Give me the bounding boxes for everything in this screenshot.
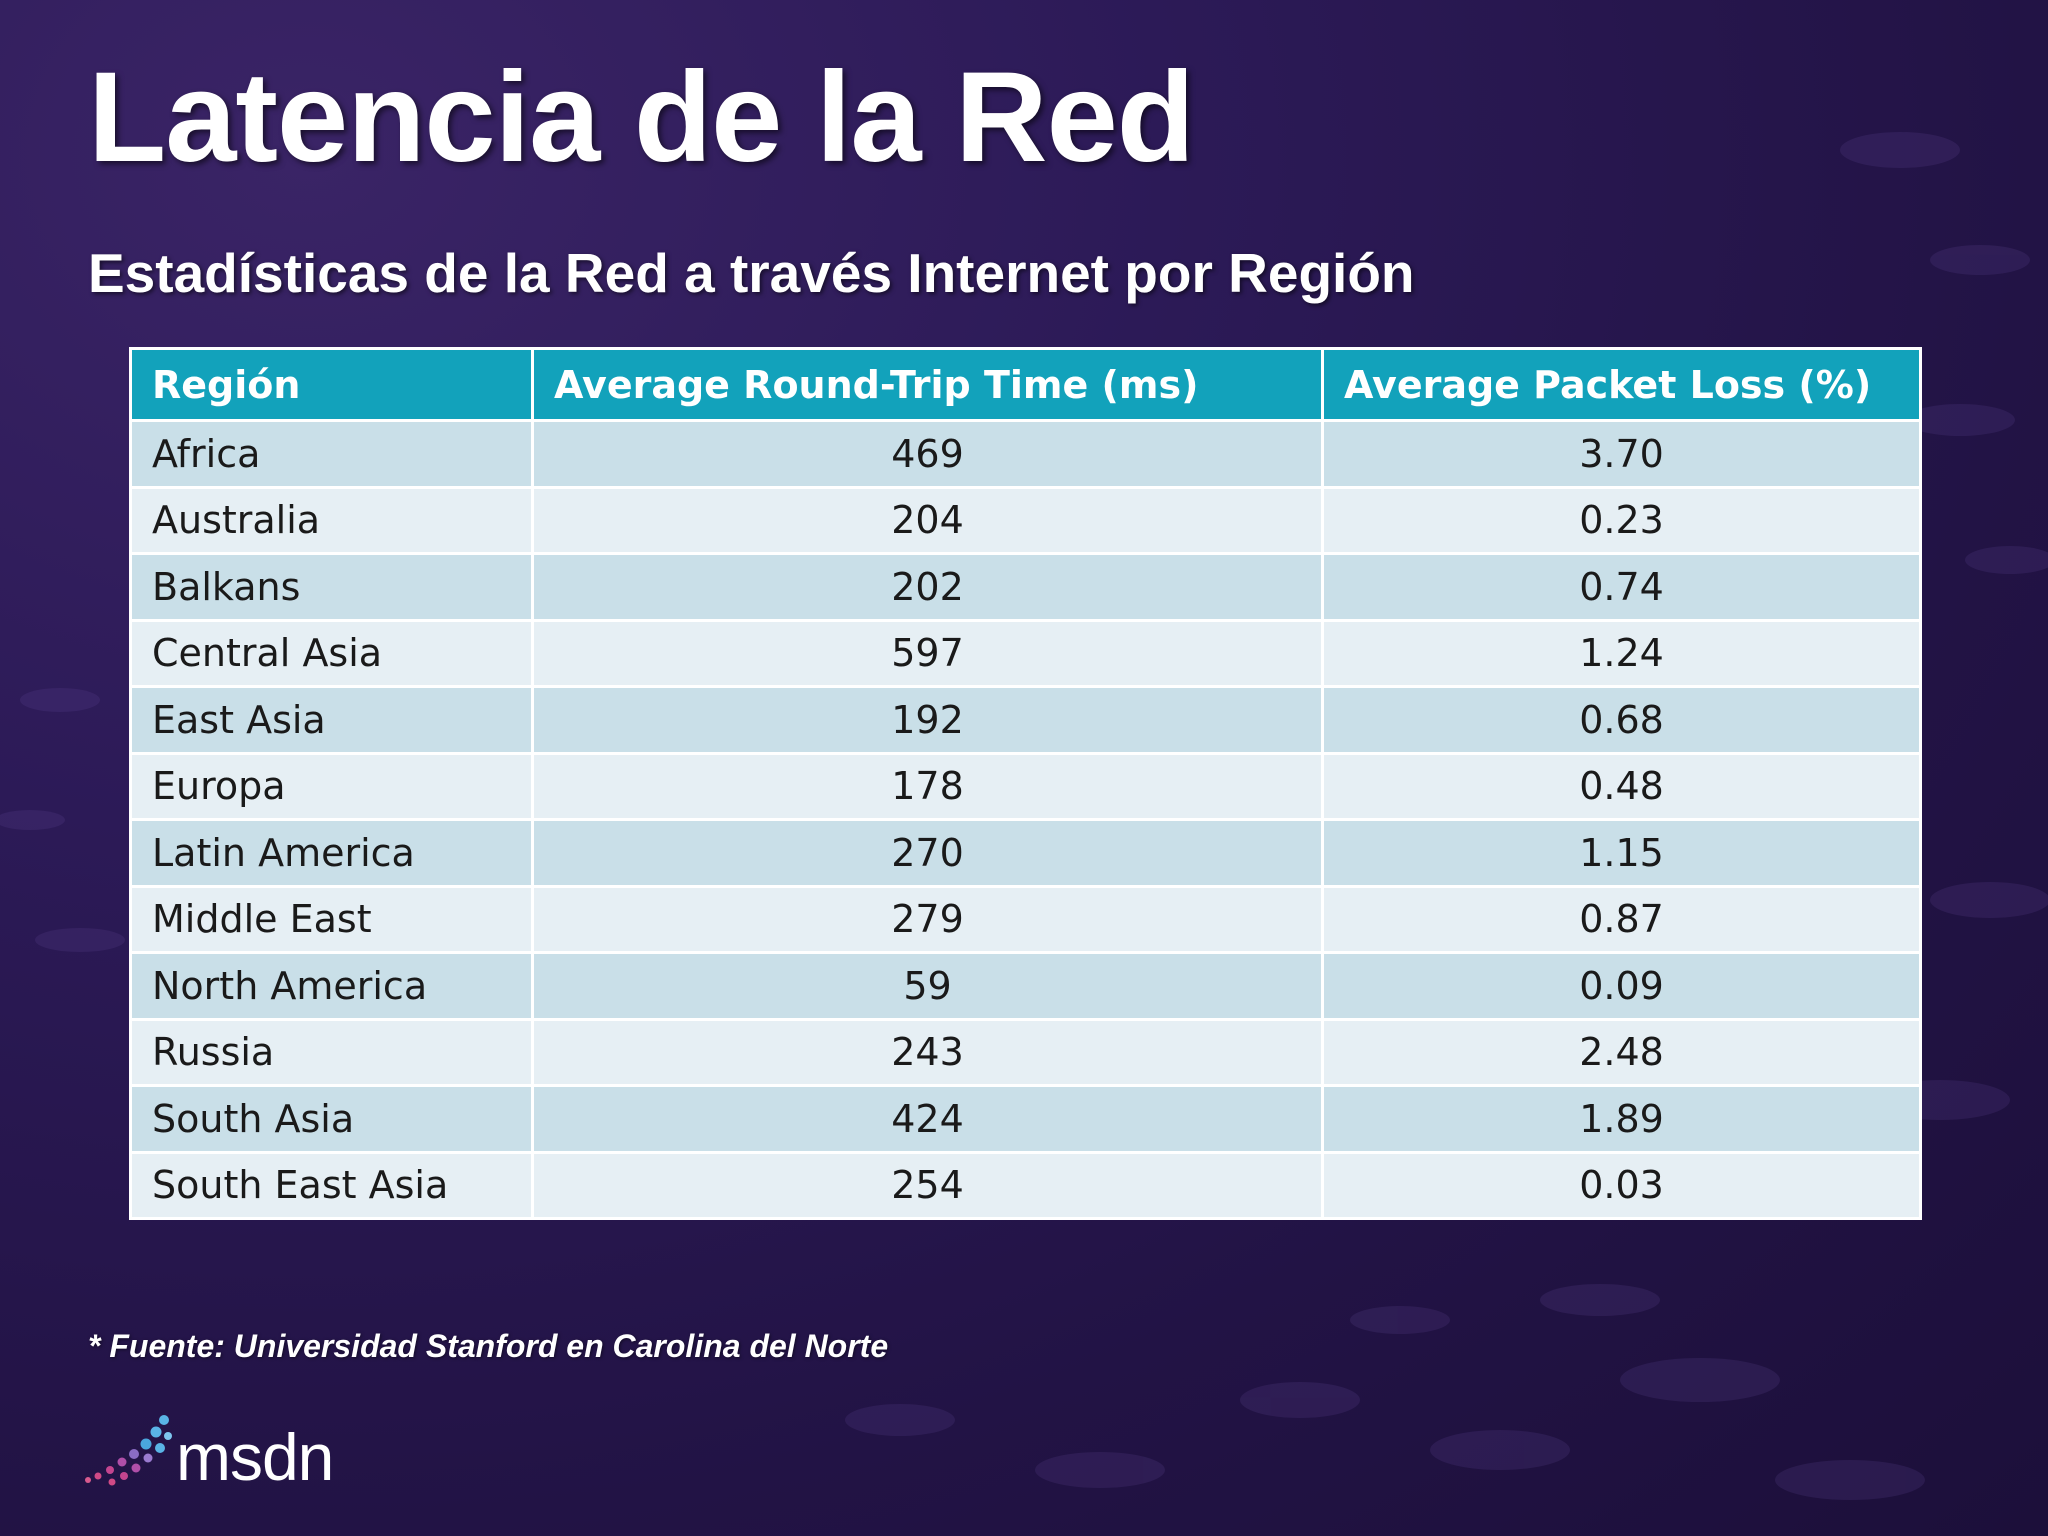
table-row: Middle East 279 0.87: [129, 884, 1922, 954]
page-subtitle: Estadísticas de la Red a través Internet…: [88, 242, 1415, 304]
table-row: Africa 469 3.70: [129, 419, 1922, 489]
packet-loss-cell: 1.15: [1321, 818, 1922, 888]
region-stats-table: Región Average Round-Trip Time (ms) Aver…: [129, 347, 1922, 1220]
packet-loss-cell: 0.09: [1321, 951, 1922, 1021]
packet-loss-cell: 1.89: [1321, 1084, 1922, 1154]
region-cell: Europa: [129, 751, 534, 821]
table-row: Europa 178 0.48: [129, 751, 1922, 821]
region-cell: Central Asia: [129, 618, 534, 688]
table-row: Balkans 202 0.74: [129, 552, 1922, 622]
region-cell: Latin America: [129, 818, 534, 888]
msdn-logo: msdn: [84, 1410, 344, 1500]
column-header-region: Región: [129, 347, 534, 422]
rtt-cell: 270: [531, 818, 1324, 888]
column-header-packet-loss: Average Packet Loss (%): [1321, 347, 1922, 422]
rtt-cell: 178: [531, 751, 1324, 821]
region-cell: Australia: [129, 485, 534, 555]
region-cell: South Asia: [129, 1084, 534, 1154]
region-cell: East Asia: [129, 685, 534, 755]
table-header-row: Región Average Round-Trip Time (ms) Aver…: [129, 347, 1922, 422]
packet-loss-cell: 0.74: [1321, 552, 1922, 622]
rtt-cell: 59: [531, 951, 1324, 1021]
region-cell: North America: [129, 951, 534, 1021]
msdn-dots-icon: [85, 1415, 172, 1486]
region-cell: Russia: [129, 1017, 534, 1087]
packet-loss-cell: 0.23: [1321, 485, 1922, 555]
region-cell: Balkans: [129, 552, 534, 622]
table-row: Russia 243 2.48: [129, 1017, 1922, 1087]
source-footnote: * Fuente: Universidad Stanford en Caroli…: [88, 1328, 889, 1364]
packet-loss-cell: 2.48: [1321, 1017, 1922, 1087]
region-cell: Africa: [129, 419, 534, 489]
region-cell: South East Asia: [129, 1150, 534, 1220]
rtt-cell: 204: [531, 485, 1324, 555]
rtt-cell: 469: [531, 419, 1324, 489]
msdn-logo-text: msdn: [176, 1420, 334, 1494]
rtt-cell: 254: [531, 1150, 1324, 1220]
packet-loss-cell: 1.24: [1321, 618, 1922, 688]
rtt-cell: 279: [531, 884, 1324, 954]
page-title: Latencia de la Red: [88, 46, 1195, 189]
table-row: South East Asia 254 0.03: [129, 1150, 1922, 1220]
table-row: Central Asia 597 1.24: [129, 618, 1922, 688]
rtt-cell: 424: [531, 1084, 1324, 1154]
table-row: South Asia 424 1.89: [129, 1084, 1922, 1154]
table-row: North America 59 0.09: [129, 951, 1922, 1021]
table-row: Latin America 270 1.15: [129, 818, 1922, 888]
rtt-cell: 597: [531, 618, 1324, 688]
region-cell: Middle East: [129, 884, 534, 954]
packet-loss-cell: 0.48: [1321, 751, 1922, 821]
rtt-cell: 243: [531, 1017, 1324, 1087]
packet-loss-cell: 3.70: [1321, 419, 1922, 489]
table-row: East Asia 192 0.68: [129, 685, 1922, 755]
rtt-cell: 202: [531, 552, 1324, 622]
packet-loss-cell: 0.68: [1321, 685, 1922, 755]
packet-loss-cell: 0.87: [1321, 884, 1922, 954]
packet-loss-cell: 0.03: [1321, 1150, 1922, 1220]
rtt-cell: 192: [531, 685, 1324, 755]
table-row: Australia 204 0.23: [129, 485, 1922, 555]
column-header-rtt: Average Round-Trip Time (ms): [531, 347, 1324, 422]
